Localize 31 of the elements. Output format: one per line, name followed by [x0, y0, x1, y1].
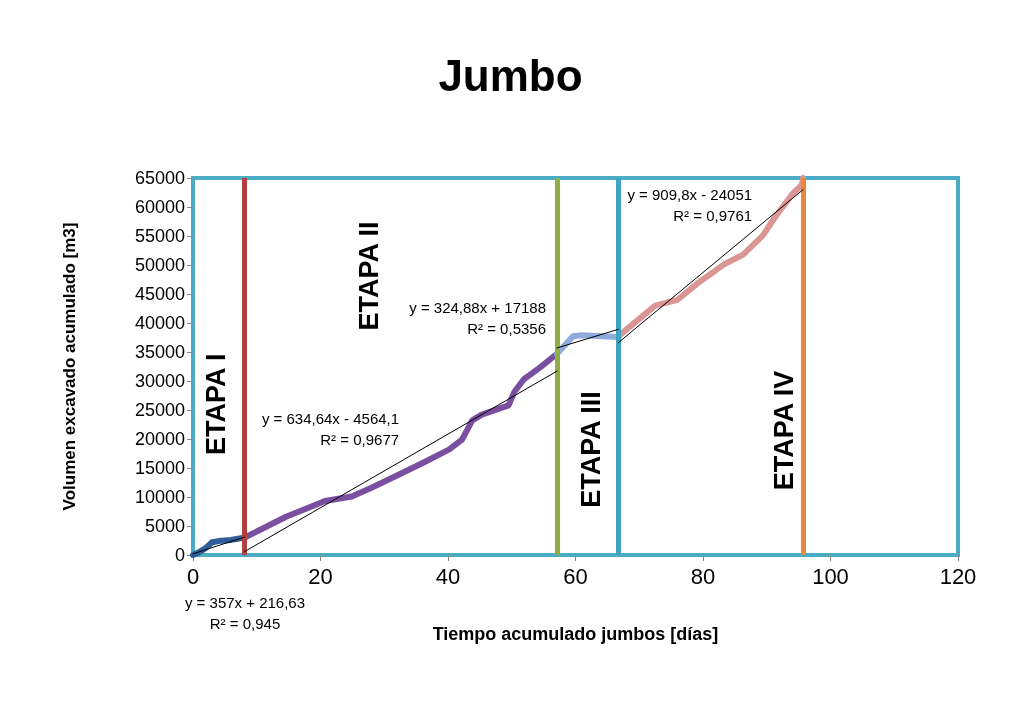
x-tick-label: 80 [690, 563, 716, 589]
x-axis-title: Tiempo acumulado jumbos [días] [432, 624, 719, 644]
y-tick-label: 20000 [134, 429, 185, 449]
series-label: y = 324,88x + 17188 R² = 0,5356 [409, 298, 547, 337]
x-tick-label: 40 [435, 563, 461, 589]
x-tick-label: 100 [812, 563, 849, 589]
y-tick-label: 45000 [134, 284, 185, 304]
y-tick-label: 35000 [134, 342, 185, 362]
x-tick-label: 120 [939, 563, 977, 589]
text: y = 357x + 216,63 R² = 0,945 [184, 594, 306, 632]
y-axis-title: Volumen excavado acumulado [m3] [60, 222, 79, 511]
chart-title: Jumbo [438, 50, 583, 100]
series-label: y = 634,64x - 4564,1 R² = 0,9677 [261, 410, 400, 449]
y-tick-label: 30000 [134, 371, 185, 391]
annotation: ETAPA III [575, 391, 606, 508]
y-tick-label: 60000 [134, 197, 185, 217]
y-tick-label: 50000 [134, 255, 185, 275]
annotation: ETAPA I [200, 353, 231, 455]
y-tick-label: 55000 [134, 226, 185, 246]
y-tick-label: 5000 [144, 516, 185, 536]
y-tick-label: 65000 [134, 168, 185, 188]
series-label: y = 909,8x - 24051 R² = 0,9761 [627, 185, 753, 224]
y-tick-label: 0 [174, 545, 185, 565]
annotation: ETAPA II [353, 221, 384, 331]
y-tick-label: 40000 [134, 313, 185, 333]
annotation: ETAPA IV [768, 370, 799, 491]
x-tick-label: 60 [563, 563, 588, 589]
y-tick-label: 25000 [134, 400, 185, 420]
y-tick-label: 10000 [134, 487, 185, 507]
x-tick-label: 20 [308, 563, 333, 589]
y-tick-label: 15000 [134, 458, 185, 478]
